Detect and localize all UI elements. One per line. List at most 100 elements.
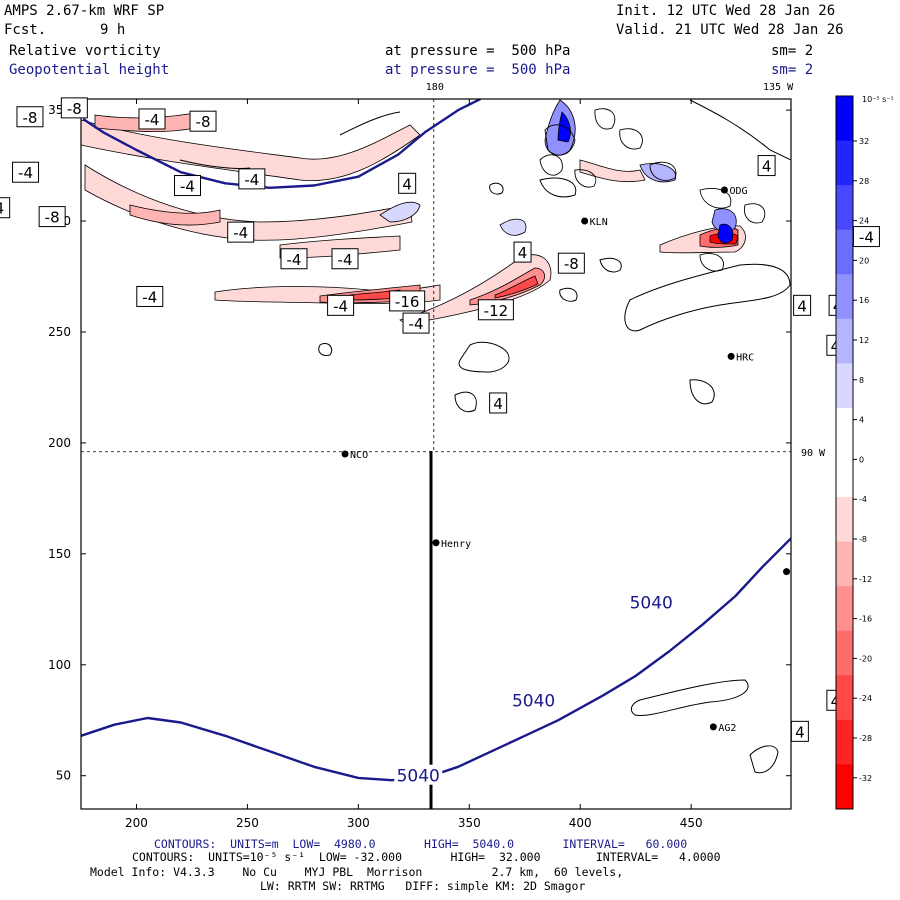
vorticity-label-box [189,110,217,132]
x-tick-label: 200 [125,816,148,830]
vorticity-label-box [60,97,88,119]
colorbar-swatch [836,675,853,721]
colorbar: 10⁻⁵ s⁻¹ 32 28 24 20 16 12 8 4 0 -4 -8 -12 -16 -20 -24… [835,95,894,810]
pressure-level-1: at pressure = 500 hPa [385,43,571,59]
colorbar-swatch [836,140,853,186]
vorticity-contour-label: -4 [142,288,157,306]
smoothing-2: sm= 2 [771,62,814,78]
y-tick-label: 100 [48,658,71,672]
vorticity-contour-label: 4 [493,395,503,413]
contour-labels: 504050405040-8-8-4-8-4-4-4-8-44-4-4-4-4-… [0,97,880,787]
colorbar-swatch [836,586,853,632]
graticule-label-135w: 135 W [763,82,794,93]
vorticity-contour-label: 4 [402,175,412,193]
smoothing-1: sm= 2 [771,43,814,59]
vorticity-contour-label: 4 [831,337,841,355]
colorbar-frame [835,95,854,810]
height-contour-label: 5040 [512,691,555,711]
colorbar-swatch [836,630,853,676]
colorbar-tick-label: -28 [859,734,872,743]
station-marker [783,568,791,576]
colorbar-swatch [836,274,853,320]
colorbar-tick-label: -16 [859,615,872,624]
y-tick-label: 250 [48,325,71,339]
height-contour-label: 5040 [630,594,673,614]
colorbar-tick-label: 0 [859,455,864,464]
vorticity-contour-label: -4 [244,171,259,189]
station-name: Henry [441,539,471,550]
y-tick-label: 150 [48,547,71,561]
colorbar-swatch [836,229,853,275]
vorticity-contour-label: -12 [484,302,509,320]
colorbar-swatch [836,407,853,453]
vorticity-contour-label: -4 [0,200,4,218]
graticule-label-180: 180 [426,82,444,93]
vorticity-label-box [12,161,40,183]
vorticity-cluster-contours [539,108,766,272]
height-contours [81,99,791,782]
axis-ticks: 20025030035040045050100150200250300350 [48,99,791,830]
vorticity-contour-label: -16 [395,293,420,311]
vorticity-contour-label: -4 [18,164,33,182]
vorticity-label-box [557,252,585,274]
vorticity-contour-label: -4 [409,315,424,333]
colorbar-swatch [836,541,853,587]
vorticity-contour-label: 4 [831,692,841,710]
vorticity-contour-label: -4 [233,224,248,242]
vorticity-contour-label: -8 [67,100,82,118]
colorbar-swatch [836,363,853,409]
graticule-label-90w: 90 W [801,448,826,459]
vorticity-label-box [790,720,809,742]
vorticity-label-box [477,299,514,321]
init-time: Init. 12 UTC Wed 28 Jan 26 [616,3,836,19]
vorticity-label-box [38,206,66,228]
station-name: AG2 [718,723,736,734]
footer-model-info: Model Info: V4.3.3 No Cu MYJ PBL Morriso… [90,865,624,879]
model-title: AMPS 2.67-km WRF SP [4,3,165,19]
colorbar-tick-label: -24 [859,694,872,703]
station-marker [709,723,717,731]
station-name: HRC [736,352,754,363]
footer-height-contours: CONTOURS: UNITS=m LOW= 4980.0 HIGH= 5040… [154,837,688,851]
station-marker [581,217,589,225]
colorbar-tick-label: 16 [859,296,869,305]
colorbar-tick-label: -20 [859,654,872,663]
height-label-background [394,764,443,785]
colorbar-tick-label: 12 [859,336,869,345]
plot-background [81,99,791,809]
vorticity-label-box [227,221,255,243]
vorticity-label-box [489,392,508,414]
colorbar-tick-label: -12 [859,575,872,584]
vorticity-label-box [331,248,359,270]
height-contour-line [82,99,481,189]
colorbar-tick-label: -32 [859,774,872,783]
colorbar-swatch [836,318,853,364]
y-tick-label: 50 [56,769,71,783]
field-vorticity-title: Relative vorticity [9,43,161,59]
x-tick-label: 400 [569,816,592,830]
station-name: ODG [729,186,747,197]
vorticity-label-box [136,285,164,307]
vorticity-contour-label: -4 [180,178,195,196]
x-tick-label: 300 [347,816,370,830]
station-marker [720,186,728,194]
colorbar-tick-label: 32 [859,137,869,146]
positive-vorticity-shading [379,99,737,244]
colorbar-unit-label: 10⁻⁵ s⁻¹ [862,95,894,104]
colorbar-tick-label: 8 [859,376,864,385]
footer-physics-info: LW: RRTM SW: RRTMG DIFF: simple KM: 2D S… [260,879,586,893]
vorticity-contour-label: -4 [145,111,160,129]
x-tick-label: 350 [458,816,481,830]
vorticity-label-box [280,248,308,270]
vorticity-label-box [327,294,355,316]
colorbar-swatch [836,764,853,810]
vorticity-label-box [793,294,812,316]
stations: KLN ODG HRC NCO Henry AG2 [341,186,791,734]
vorticity-label-box [238,168,266,190]
vorticity-label-box [398,172,417,194]
vorticity-contour-label: -4 [287,251,302,269]
station-marker [727,352,735,360]
vorticity-label-box [757,155,776,177]
colorbar-tick-label: -4 [859,495,867,504]
vorticity-label-box [174,175,201,197]
